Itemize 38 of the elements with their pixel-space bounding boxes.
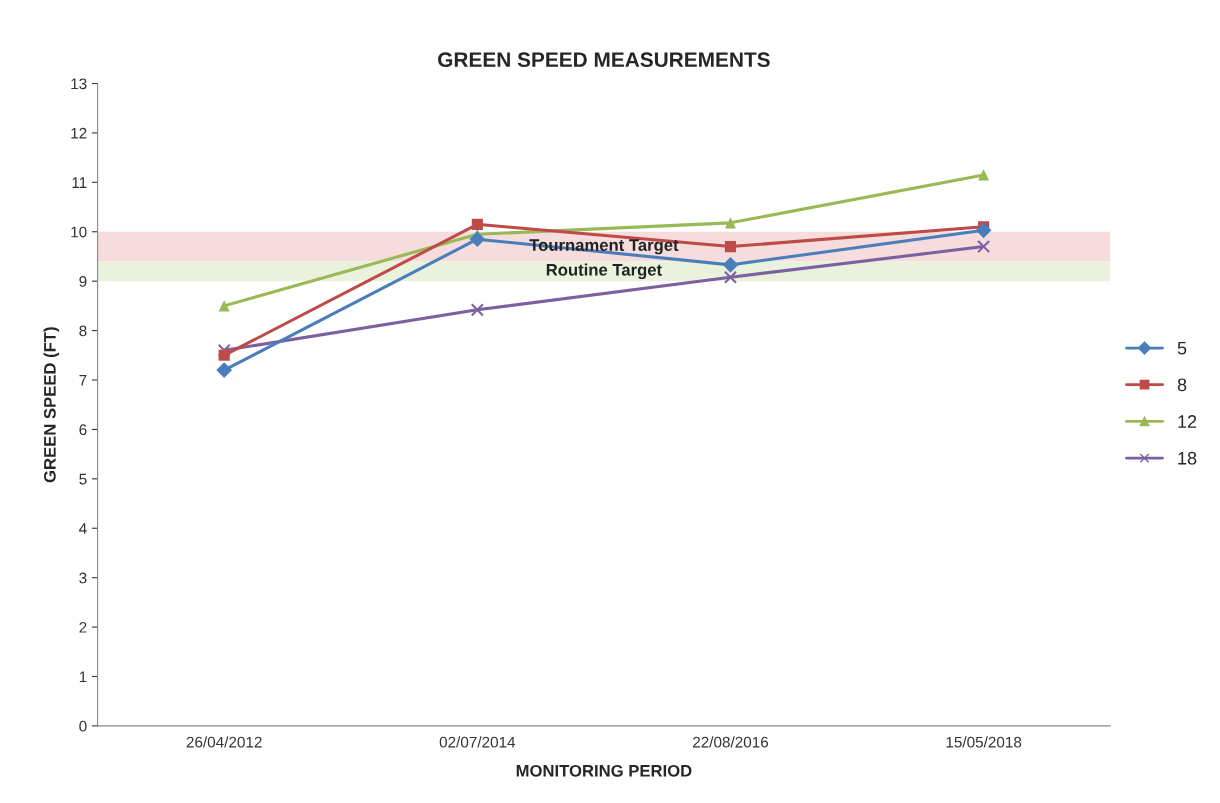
y-tick-label: 3 [79,572,87,584]
point [723,270,738,284]
x-tick-label: 22/08/2016 [693,736,769,748]
x-tick-label: 15/05/2018 [946,736,1022,748]
point [218,349,230,361]
y-tick-label: 4 [79,523,87,534]
y-tick-label: 13 [71,78,87,90]
point [216,362,233,378]
legend-label: 8 [1177,378,1187,392]
y-tick-label: 1 [79,671,87,683]
point [470,303,484,317]
band-label: Routine Target [546,263,662,280]
x-tick-label: 26/04/2012 [186,736,262,748]
point [471,218,483,230]
y-tick-label: 2 [79,621,87,633]
y-tick-label: 0 [79,720,87,732]
y-tick-label: 9 [79,276,87,287]
y-tick-label: 11 [72,177,87,188]
y-tick-label: 7 [79,375,87,386]
point [975,222,992,239]
y-tick-label: 6 [79,424,87,436]
point [724,241,737,253]
y-tick-label: 10 [71,226,87,238]
legend-label: 18 [1178,451,1197,465]
chart-title: GREEN SPEED MEASUREMENTS [438,52,770,68]
x-axis-title: MONITORING PERIOD [516,764,692,777]
point [217,343,231,357]
point [977,239,991,254]
y-tick-label: 5 [79,473,87,485]
y-tick-label: 12 [71,127,87,139]
legend-label: 12 [1178,415,1197,428]
point [722,257,739,273]
point [724,217,737,229]
band-label: Tournament Target [529,239,679,255]
x-tick-label: 02/07/2014 [439,736,516,748]
y-tick-label: 8 [79,325,87,337]
legend-label: 5 [1177,341,1187,355]
y-axis-title: GREEN SPEED (FT) [43,327,60,483]
